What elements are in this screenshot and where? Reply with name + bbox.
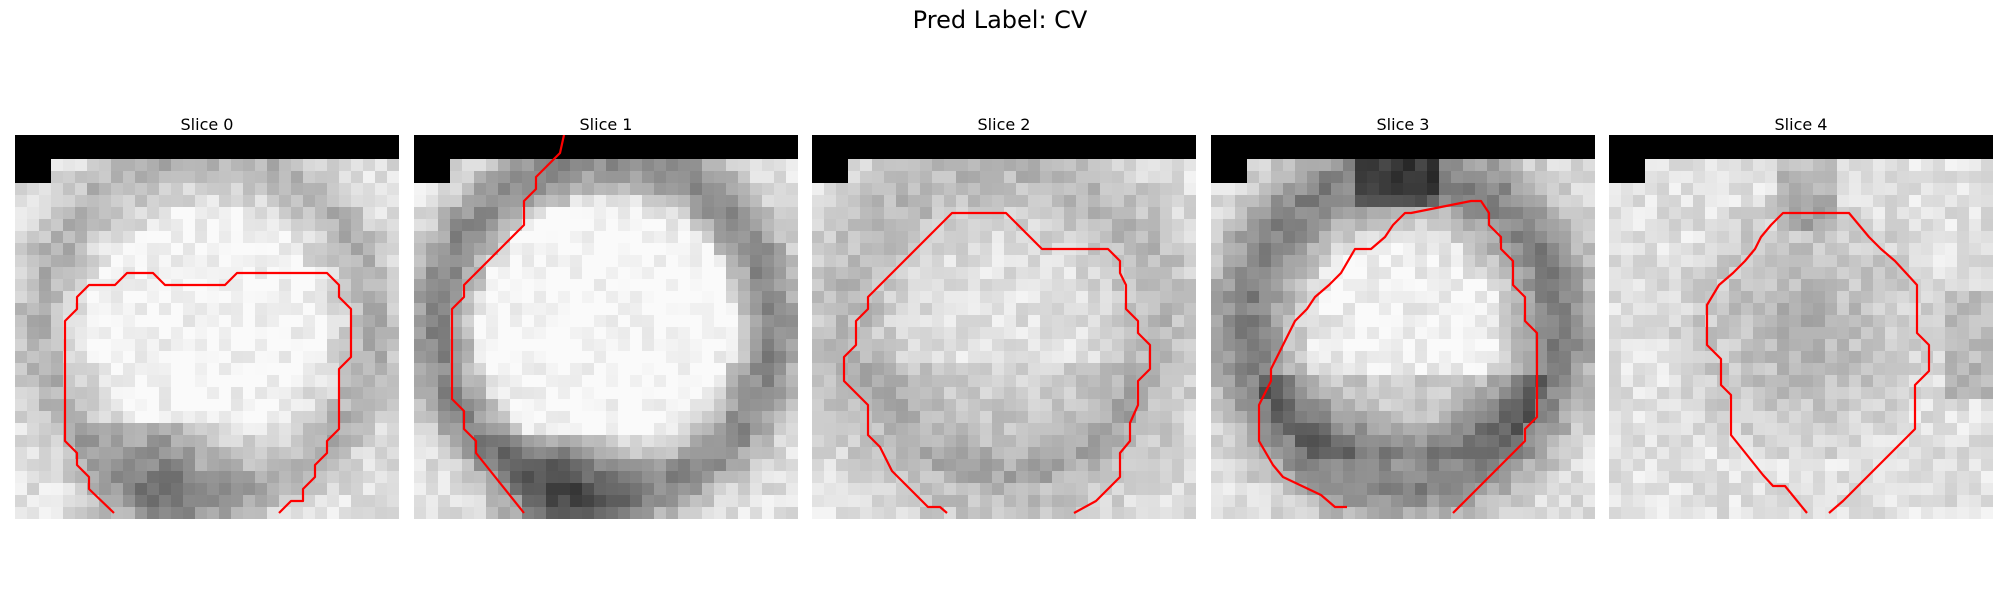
segmentation-contour (1257, 199, 1539, 514)
padding-mask (1609, 135, 1645, 183)
padding-mask (812, 135, 848, 183)
padding-mask (1211, 135, 1247, 183)
segmentation-contour (842, 211, 1152, 514)
figure-title: Pred Label: CV (912, 6, 1088, 34)
slice-image (1609, 135, 1993, 519)
padding-mask (414, 135, 798, 159)
slice-image-svg (1609, 135, 1993, 519)
segmentation-contour (1705, 211, 1931, 514)
slice-image (414, 135, 798, 519)
segmentation-contour (63, 271, 353, 514)
slice-image-svg (414, 135, 798, 519)
slice-image-svg (812, 135, 1196, 519)
slice-title: Slice 1 (579, 115, 633, 134)
slice-image (1211, 135, 1595, 519)
padding-mask (812, 135, 1196, 159)
padding-mask (15, 135, 51, 183)
slice-title: Slice 2 (977, 115, 1031, 134)
slice-image-svg (1211, 135, 1595, 519)
padding-mask (414, 135, 450, 183)
padding-mask (1609, 135, 1993, 159)
segmentation-contour (450, 135, 566, 514)
padding-mask (1211, 135, 1595, 159)
slice-image-svg (15, 135, 399, 519)
slice-title: Slice 0 (180, 115, 234, 134)
padding-mask (15, 135, 399, 159)
slice-image (812, 135, 1196, 519)
slice-image (15, 135, 399, 519)
slice-title: Slice 4 (1774, 115, 1828, 134)
slice-title: Slice 3 (1376, 115, 1430, 134)
